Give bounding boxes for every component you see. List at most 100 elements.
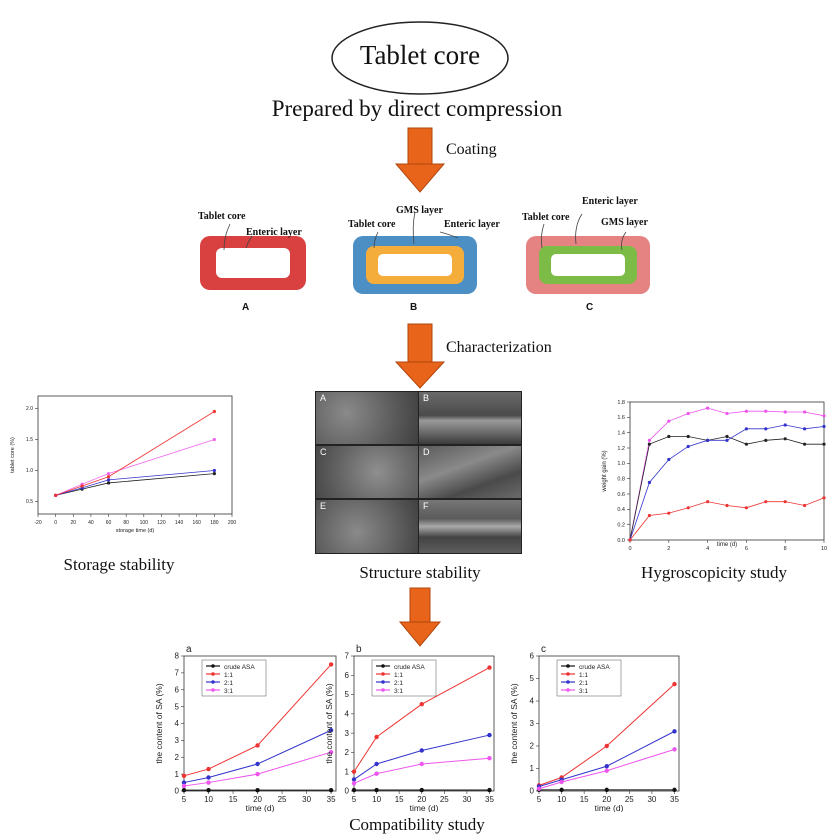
y-tick-label: 0.4 [617, 507, 625, 513]
data-point [206, 766, 211, 772]
tablet-b-label-core: Tablet core [348, 219, 396, 230]
data-point [667, 434, 671, 439]
data-point [351, 769, 357, 774]
data-point [181, 773, 187, 779]
top-flow [331, 21, 509, 193]
x-axis-label: time (d) [246, 803, 275, 812]
sem-letter-b: B [423, 393, 430, 403]
x-tick-label: 10 [557, 795, 566, 804]
data-point [374, 771, 379, 776]
y-tick-label: 4 [175, 719, 180, 728]
data-point [212, 468, 216, 473]
sem-letter-d: D [423, 447, 430, 457]
data-point [744, 427, 748, 431]
compatibility-chart-c: 5 10 15 20 25 30 35 0 1 2 3 4 5 6 time (d) the content … [509, 644, 679, 812]
characterization-arrow [394, 323, 446, 389]
data-point [255, 771, 260, 777]
legend-marker [381, 672, 385, 676]
legend-entry: 1:1 [394, 672, 403, 679]
data-point [706, 500, 710, 504]
x-tick-label: 35 [485, 795, 494, 804]
data-point [686, 506, 690, 510]
sem-image-c [316, 446, 418, 498]
sem-image-e [316, 500, 418, 553]
series-line [353, 757, 490, 784]
legend-marker [211, 680, 215, 684]
data-point [559, 787, 564, 793]
series-line [55, 411, 215, 496]
y-tick-label: 1.5 [26, 437, 33, 443]
data-point [764, 409, 768, 413]
plot-frame [629, 401, 825, 541]
y-tick-label: 1.2 [617, 446, 625, 452]
y-tick-label: 0.5 [26, 499, 33, 505]
y-axis-label: the content of SA (%) [324, 683, 334, 763]
data-point [604, 768, 609, 773]
data-point [706, 438, 710, 442]
x-tick-label: 200 [228, 520, 237, 526]
x-axis-label: time (d) [595, 803, 624, 812]
data-point [822, 424, 826, 429]
data-point [647, 480, 651, 485]
storage-stability-chart: -20 0 20 40 60 80 100 120 140 160 180 200 0.5 1.0 1.5 2… [10, 395, 237, 534]
panel-letter: a [186, 644, 192, 655]
data-point [803, 503, 807, 508]
compatibility-chart-a: 5 10 15 20 25 30 35 0 1 2 3 4 5 6 7 8 time (d) the conten… [154, 644, 337, 812]
compatibility-study-label: Compatibility study [349, 815, 485, 834]
y-axis-label: the content of SA (%) [509, 683, 519, 763]
data-point [351, 781, 357, 786]
data-point [725, 434, 729, 439]
y-tick-label: 1.0 [26, 468, 33, 474]
y-tick-label: 1.0 [617, 461, 625, 467]
tablet-c-label-enteric: Enteric layer [582, 196, 638, 207]
x-tick-label: 80 [123, 520, 129, 526]
panel-letter: c [541, 644, 546, 655]
tablet-b-label-enteric: Enteric layer [444, 219, 500, 230]
tablet-core-ellipse [331, 21, 509, 95]
x-tick-label: 5 [352, 795, 357, 804]
data-point [54, 493, 58, 497]
data-point [686, 434, 690, 439]
data-point [328, 787, 334, 793]
structure-stability-label: Structure stability [359, 563, 481, 582]
tablet-core-title: Tablet core [359, 40, 481, 70]
x-tick-label: 2 [667, 546, 670, 552]
data-point [672, 681, 677, 687]
data-point [667, 419, 671, 423]
x-tick-label: 30 [302, 795, 311, 804]
series-line [183, 664, 332, 777]
data-point [667, 457, 671, 462]
tablet-c-label-core: Tablet core [522, 212, 570, 223]
data-point [783, 423, 787, 427]
data-point [672, 787, 677, 793]
legend-marker [381, 664, 385, 668]
data-point [604, 743, 609, 749]
data-point [374, 787, 379, 793]
data-point [374, 734, 379, 740]
characterization-label: Characterization [446, 339, 552, 356]
data-point [80, 484, 84, 488]
data-point [212, 437, 216, 442]
data-point [351, 777, 357, 782]
x-tick-label: 4 [706, 546, 709, 552]
tablet-c-label-gms: GMS layer [601, 217, 648, 228]
data-point [255, 743, 260, 748]
y-tick-label: 0 [530, 787, 535, 796]
x-tick-label: 25 [625, 795, 634, 804]
data-point [764, 438, 768, 442]
data-point [672, 747, 677, 752]
coating-arrow [394, 127, 446, 193]
compatibility-chart-b: 5 10 15 20 25 30 35 0 1 2 3 4 5 6 7 time (d) the content… [324, 644, 494, 812]
tablet-a-label-core: Tablet core [198, 211, 246, 222]
x-tick-label: 100 [140, 520, 149, 526]
x-axis-label: time (d) [410, 803, 439, 812]
legend-marker [211, 688, 215, 692]
series-line [183, 751, 332, 787]
x-tick-label: 30 [462, 795, 471, 804]
tablet-c-letter: C [586, 302, 594, 313]
data-point [328, 728, 334, 733]
y-tick-label: 1.6 [617, 415, 625, 421]
panel-letter: b [356, 644, 362, 655]
x-tick-label: 25 [440, 795, 449, 804]
x-tick-label: 5 [182, 795, 187, 804]
